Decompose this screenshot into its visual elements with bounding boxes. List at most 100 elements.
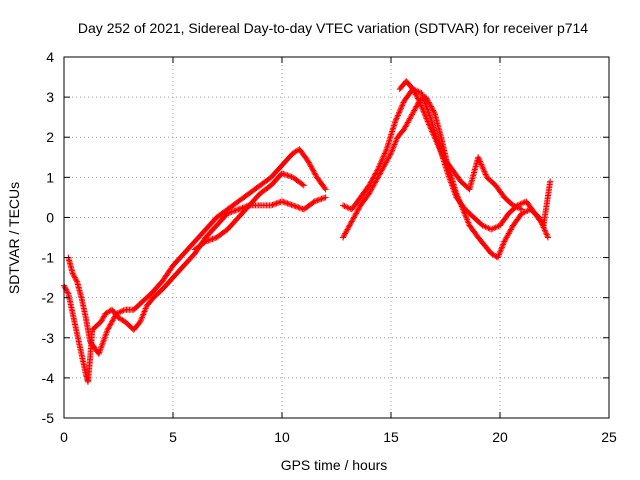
data-point <box>137 317 144 324</box>
data-point <box>344 204 351 211</box>
data-point <box>437 147 444 154</box>
data-point <box>140 311 147 318</box>
data-point <box>494 254 501 261</box>
data-point <box>202 238 209 245</box>
data-point <box>404 119 411 126</box>
data-point <box>495 253 502 260</box>
data-point <box>116 309 123 316</box>
data-point <box>369 175 376 182</box>
grid-lines <box>64 57 609 418</box>
data-point <box>391 141 398 148</box>
data-point <box>139 314 146 321</box>
data-point <box>300 182 307 189</box>
data-point <box>497 248 504 255</box>
data-point <box>110 316 117 323</box>
y-tick-label: -5 <box>42 410 55 426</box>
data-point <box>401 126 408 133</box>
y-axis-label: SDTVAR / TECUs <box>6 182 22 294</box>
data-point <box>291 202 298 209</box>
data-point <box>305 158 312 165</box>
data-point <box>283 199 290 206</box>
data-point <box>482 171 489 178</box>
data-point <box>274 199 281 206</box>
data-point <box>268 202 275 209</box>
y-tick-label: 1 <box>46 169 54 185</box>
data-point <box>383 147 390 154</box>
data-point <box>142 305 149 312</box>
data-point <box>413 103 420 110</box>
y-tick-label: 4 <box>46 49 54 65</box>
data-point <box>385 154 392 161</box>
data-point <box>435 142 442 149</box>
data-point <box>108 318 115 325</box>
data-point <box>405 118 412 125</box>
chart-title: Day 252 of 2021, Sidereal Day-to-day VTE… <box>78 20 588 36</box>
data-point <box>410 108 417 115</box>
data-point <box>376 163 383 170</box>
data-point <box>292 203 299 210</box>
data-point <box>500 241 507 248</box>
data-point <box>71 273 78 280</box>
data-point <box>383 158 390 165</box>
data-point <box>419 106 426 113</box>
data-point <box>412 91 419 98</box>
data-point <box>98 318 105 325</box>
data-point <box>299 181 306 188</box>
data-point <box>141 308 148 315</box>
data-point <box>308 163 315 170</box>
data-point <box>350 214 357 221</box>
data-point <box>371 172 378 179</box>
data-point <box>387 151 394 158</box>
data-point <box>106 322 113 329</box>
data-point <box>505 230 512 237</box>
data-point <box>543 231 550 238</box>
data-point <box>464 216 471 223</box>
data-point <box>376 162 383 169</box>
data-point <box>104 326 111 333</box>
data-point <box>500 239 507 246</box>
data-point <box>368 178 375 185</box>
data-point <box>465 219 472 226</box>
data-point <box>498 245 505 252</box>
data-point <box>464 218 471 225</box>
data-point <box>380 153 387 160</box>
data-point <box>394 113 401 120</box>
x-tick-label: 0 <box>60 429 68 445</box>
data-point <box>314 197 321 204</box>
data-point <box>429 129 436 136</box>
data-point <box>382 149 389 156</box>
data-point <box>109 317 116 324</box>
data-point <box>353 209 360 216</box>
data-point <box>482 170 489 177</box>
data-point <box>353 210 360 217</box>
data-point <box>478 162 485 169</box>
data-point <box>285 200 292 207</box>
data-point <box>385 155 392 162</box>
data-point <box>523 208 530 215</box>
data-point <box>421 109 428 116</box>
data-point <box>426 122 433 129</box>
data-point <box>392 140 399 147</box>
data-point <box>378 157 385 164</box>
data-point <box>431 134 438 141</box>
data-point <box>492 224 499 231</box>
data-point <box>393 115 400 122</box>
data-point <box>289 202 296 209</box>
data-point <box>381 150 388 157</box>
data-point <box>313 197 320 204</box>
data-point <box>427 125 434 132</box>
data-point <box>414 95 421 102</box>
data-point <box>373 168 380 175</box>
data-point <box>409 111 416 118</box>
data-point <box>106 324 113 331</box>
data-point <box>422 114 429 121</box>
data-point <box>541 225 548 232</box>
data-point <box>370 174 377 181</box>
data-point <box>322 194 329 201</box>
data-point <box>409 86 416 93</box>
data-point <box>111 313 118 320</box>
data-point <box>317 196 324 203</box>
data-point <box>406 115 413 122</box>
series-track <box>65 146 329 357</box>
data-point <box>421 111 428 118</box>
